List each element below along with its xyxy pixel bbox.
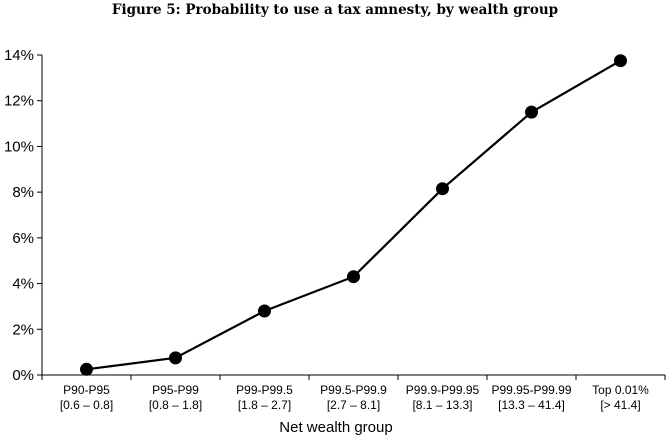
x-tick-label: [8.1 – 13.3] [412, 398, 472, 412]
y-tick-label: 12% [4, 93, 34, 110]
data-point [525, 105, 538, 119]
x-tick-label: P99.5-P99.9 [320, 383, 387, 397]
x-tick-label: Top 0.01% [592, 383, 649, 397]
y-tick-label: 8% [12, 184, 34, 201]
x-tick-label: P99.9-P99.95 [406, 383, 480, 397]
x-tick-label: [0.6 – 0.8] [60, 398, 113, 412]
data-point [436, 182, 449, 196]
series-line [86, 59, 622, 371]
x-tick-label: [> 41.4] [600, 398, 640, 412]
x-tick-label: [1.8 – 2.7] [238, 398, 291, 412]
x-tick-label: [13.3 – 41.4] [498, 398, 565, 412]
data-point [80, 362, 93, 376]
x-tick-label: P99-P99.5 [236, 383, 293, 397]
x-tick-labels: P90-P95[0.6 – 0.8] P95-P99[0.8 – 1.8] P99-… [60, 383, 649, 412]
y-tick-label: 14% [4, 47, 34, 64]
data-points [80, 54, 627, 376]
chart-title: Figure 5: Probability to use a tax amnes… [111, 2, 559, 18]
data-point [614, 54, 627, 68]
x-tick-label: [0.8 – 1.8] [149, 398, 202, 412]
x-axis-label: Net wealth group [279, 419, 392, 436]
x-tick-label: [2.7 – 8.1] [327, 398, 380, 412]
y-tick-label: 4% [12, 276, 34, 293]
x-tick-label: P99.95-P99.99 [491, 383, 571, 397]
data-point [169, 351, 182, 365]
x-tick-label: P90-P95 [63, 383, 110, 397]
data-point [347, 270, 360, 284]
y-tick-label: 6% [12, 230, 34, 247]
x-tick-label: P95-P99 [152, 383, 199, 397]
axes [37, 54, 666, 380]
data-point [258, 304, 271, 318]
y-tick-label: 0% [12, 367, 34, 384]
y-tick-labels: 0% 2% 4% 6% 8% 10% 12% 14% [4, 47, 34, 384]
y-tick-label: 10% [4, 138, 34, 155]
y-tick-label: 2% [12, 321, 34, 338]
